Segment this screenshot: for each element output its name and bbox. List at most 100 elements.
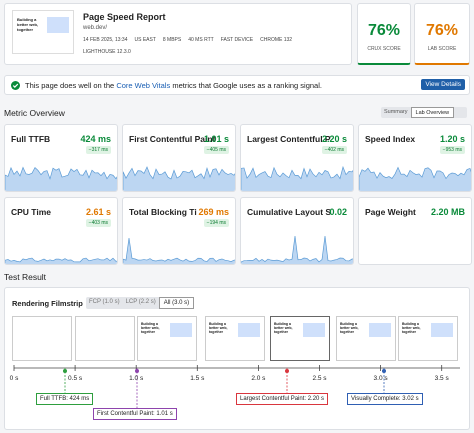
score-value: 76% [367,22,401,39]
marker-label: Full TTFB: 424 ms [36,393,94,405]
timeline-label: 2.5 s [312,375,327,382]
metric-name: Total Blocking Ti [129,207,197,217]
metric-name: Largest Contentful P [247,134,331,144]
sparkline-area [5,166,117,191]
tab[interactable]: FCP (1.0 s) [89,299,120,305]
marker-dot [63,369,67,373]
sparkline [5,166,117,191]
sparkline [5,257,117,264]
timeline-label: 2.0 s [251,375,266,382]
marker-label: Visually Complete: 3.02 s [347,393,423,405]
metric-name: Cumulative Layout S [247,207,332,217]
view-toggle: Summary Lab Overview [381,107,467,118]
sparkline-area [123,166,235,191]
tab[interactable]: LCP (2.2 s) [125,299,156,305]
metric-delta: −317 ms [85,146,111,154]
metric-card[interactable]: Largest Contentful P 2.20 s −402 ms [240,124,354,192]
toggle-option[interactable]: Summary [384,109,408,115]
sparkline [241,165,353,191]
frame-text: Building a better web, together [141,322,160,334]
thumbnail-art [47,17,69,33]
film-frame: Building a better web, together [336,316,396,361]
section-title: Metric Overview [4,108,65,118]
sparkline [123,166,235,191]
metric-delta: −405 ms [203,146,229,154]
metric-card[interactable]: Full TTFB 424 ms −317 ms [4,124,118,192]
frame-art [431,323,453,337]
timeline-label: 3.0 s [373,375,388,382]
sparkline [359,166,471,191]
metric-card[interactable]: CPU Time 2.61 s −403 ms [4,197,118,265]
meta-item: FAST DEVICE [220,37,254,43]
metric-delta: −402 ms [321,146,347,154]
banner-text: metrics that Google uses as a ranking si… [170,81,322,90]
sparkline-area [5,257,117,264]
banner-text: This page does well on the Core Web Vita… [25,81,322,90]
score-label: CRUX SCORE [367,46,401,52]
marker-dot [135,369,139,373]
sparkline [241,235,353,264]
frame-art [369,323,391,337]
film-frame [75,316,135,361]
metric-card[interactable]: First Contentful Paint 1.01 s −405 ms [122,124,236,192]
metric-card[interactable]: Speed Index 1.20 s −953 ms [358,124,472,192]
metric-card[interactable]: Page Weight 2.20 MB [358,197,472,265]
banner-text: This page does well on the [25,81,117,90]
frame-art [170,323,192,337]
metric-name: Page Weight [365,207,416,217]
view-details-button[interactable]: View Details [421,79,465,90]
metric-value: 2.20 s [321,134,347,144]
film-frame: Building a better web, together [205,316,265,361]
meta-item: 8 MBPS [162,37,182,43]
sparkline-area [241,165,353,191]
film-frame [12,316,72,361]
sparkline-area [359,166,471,191]
crux-score: 76% CRUX SCORE [357,3,411,65]
metric-name: Full TTFB [11,134,51,144]
report-url[interactable]: web.dev/ [83,25,108,31]
film-frame: Building a better web, together [137,316,197,361]
banner-link[interactable]: Core Web Vitals [116,81,171,90]
frame-text: Building a better web, together [340,322,359,334]
meta-item: 14 FEB 2025, 13:34 [83,37,128,43]
sparkline-area [241,235,353,264]
metric-name: Speed Index [365,134,416,144]
metric-value: 2.61 s [85,207,111,217]
metric-delta: −194 ms [203,219,229,227]
film-frame: Building a better web, together [270,316,330,361]
sparkline-area [123,237,235,264]
marker-label: First Contentful Paint: 1.01 s [93,408,177,420]
frame-text: Building a better web, together [274,322,293,334]
timeline-label: 1.0 s [129,375,144,382]
timeline-label: 0 s [9,375,19,382]
check-icon [11,81,20,90]
toggle-option[interactable]: Lab Overview [410,107,455,118]
metric-card[interactable]: Total Blocking Ti 269 ms −194 ms [122,197,236,265]
meta-list: 14 FEB 2025, 13:34 US EAST 8 MBPS 40 MS RTT… [83,37,353,55]
metric-name: CPU Time [11,207,51,217]
marker-label: Largest Contentful Paint: 2.20 s [236,393,329,405]
metric-value: 1.01 s [203,134,229,144]
metric-name: First Contentful Paint [129,134,216,144]
report-title: Page Speed Report [83,12,166,22]
frame-text: Building a better web, together [209,322,228,334]
meta-item: US EAST [134,37,156,43]
metric-delta: −953 ms [439,146,465,154]
metric-value: 1.20 s [439,134,465,144]
section-title: Test Result [4,272,47,282]
score-value: 76% [425,22,459,39]
meta-item: 40 MS RTT [188,37,214,43]
metric-delta: −403 ms [85,219,111,227]
timeline-label: 1.5 s [190,375,205,382]
banner: This page does well on the Core Web Vita… [4,75,470,95]
frame-art [238,323,260,337]
report-card: Building a better web, together Page Spe… [4,3,352,65]
marker-dot [285,369,289,373]
filmstrip-title: Rendering Filmstrip [12,299,83,308]
filmstrip-tabs: FCP (1.0 s) LCP (2.2 s) All (3.0 s) [86,297,195,309]
tab[interactable]: All (3.0 s) [158,297,195,309]
meta-item: LIGHTHOUSE 12.3.0 [83,49,131,55]
metric-card[interactable]: Cumulative Layout S 0.02 [240,197,354,265]
metric-value: 269 ms [198,207,229,217]
